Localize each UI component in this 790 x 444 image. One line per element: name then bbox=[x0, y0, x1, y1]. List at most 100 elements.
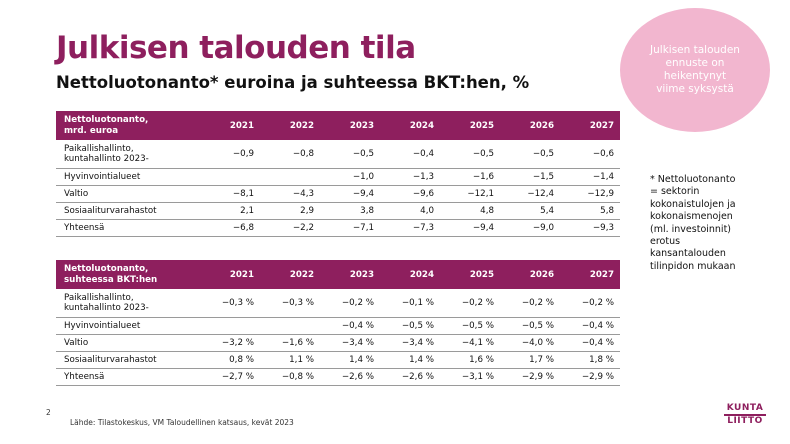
table-cell: −0,5 bbox=[440, 140, 500, 169]
row-label: Sosiaaliturvarahastot bbox=[56, 202, 200, 220]
table-cell: −9,4 bbox=[320, 185, 380, 203]
table-cell: −0,1 % bbox=[380, 289, 440, 318]
row-label-line: kuntahallinto 2023- bbox=[64, 154, 149, 164]
table-header-row: Nettoluotonanto, suhteessa BKT:hen 2021 202… bbox=[56, 260, 620, 289]
bubble-line: viime syksystä bbox=[656, 83, 734, 95]
table-header-label: Nettoluotonanto, suhteessa BKT:hen bbox=[56, 260, 200, 289]
table-cell: −9,0 bbox=[500, 219, 560, 237]
row-label-line: Yhteensä bbox=[64, 222, 105, 233]
table-cell: −4,1 % bbox=[440, 334, 500, 352]
table-cell: −1,0 bbox=[320, 168, 380, 186]
table-cell: −0,2 % bbox=[560, 289, 620, 318]
table-row: Valtio −8,1 −4,3 −9,4 −9,6 −12,1 −12,4 −12,9 bbox=[56, 185, 620, 203]
year-header: 2026 bbox=[500, 260, 560, 289]
footnote-line: = sektorin bbox=[650, 186, 700, 198]
table-cell: −0,4 % bbox=[560, 334, 620, 352]
table-cell: −0,2 % bbox=[440, 289, 500, 318]
table-cell: −4,3 bbox=[260, 185, 320, 203]
table-cell: −0,5 bbox=[320, 140, 380, 169]
header-label-line: mrd. euroa bbox=[64, 125, 119, 136]
year-header: 2025 bbox=[440, 260, 500, 289]
row-label-line: Hyvinvointialueet bbox=[64, 171, 141, 182]
row-label: Hyvinvointialueet bbox=[56, 168, 200, 186]
page-number: 2 bbox=[46, 408, 51, 417]
table-cell: −0,6 bbox=[560, 140, 620, 169]
row-label-line: Sosiaaliturvarahastot bbox=[64, 354, 157, 365]
table-cell: 2,1 bbox=[200, 202, 260, 220]
table-cell: 1,4 % bbox=[320, 351, 380, 369]
row-label: Valtio bbox=[56, 185, 200, 203]
footnote-line: * Nettoluotonanto bbox=[650, 174, 736, 185]
table-cell: −1,5 bbox=[500, 168, 560, 186]
table-row: Hyvinvointialueet −0,4 % −0,5 % −0,5 % −0,5 … bbox=[56, 317, 620, 335]
table-row: Yhteensä −2,7 % −0,8 % −2,6 % −2,6 % −3,1 % −2… bbox=[56, 368, 620, 386]
table-cell: −0,2 % bbox=[500, 289, 560, 318]
table-cell: −3,1 % bbox=[440, 368, 500, 386]
table-cell: 1,6 % bbox=[440, 351, 500, 369]
table-cell: −0,2 % bbox=[320, 289, 380, 318]
table-cell: −7,3 bbox=[380, 219, 440, 237]
table-cell: −2,7 % bbox=[200, 368, 260, 386]
row-label: Hyvinvointialueet bbox=[56, 317, 200, 335]
table-cell: 4,0 bbox=[380, 202, 440, 220]
table-cell: −0,3 % bbox=[260, 289, 320, 318]
table-cell: −12,4 bbox=[500, 185, 560, 203]
year-header: 2023 bbox=[320, 111, 380, 140]
table-cell: −2,9 % bbox=[560, 368, 620, 386]
source-note: Lähde: Tilastokeskus, VM Taloudellinen k… bbox=[70, 418, 294, 427]
table-cell: −2,9 % bbox=[500, 368, 560, 386]
table-cell: −0,9 bbox=[200, 140, 260, 169]
table-cell: −0,5 % bbox=[440, 317, 500, 335]
row-label-line: Yhteensä bbox=[64, 371, 105, 382]
logo-divider bbox=[724, 414, 766, 416]
table-cell: −0,5 % bbox=[500, 317, 560, 335]
kuntaliitto-logo: KUNTA LIITTO bbox=[722, 404, 768, 426]
year-header: 2024 bbox=[380, 260, 440, 289]
table-cell: −8,1 bbox=[200, 185, 260, 203]
year-header: 2021 bbox=[200, 260, 260, 289]
table-cell: 5,8 bbox=[560, 202, 620, 220]
table-cell: 1,7 % bbox=[500, 351, 560, 369]
table-row: Sosiaaliturvarahastot 2,1 2,9 3,8 4,0 4,8 5,4 5… bbox=[56, 202, 620, 220]
table-cell: 4,8 bbox=[440, 202, 500, 220]
table-cell: −7,1 bbox=[320, 219, 380, 237]
table-cell: −9,6 bbox=[380, 185, 440, 203]
table-cell: −3,4 % bbox=[320, 334, 380, 352]
table-cell: −0,4 % bbox=[560, 317, 620, 335]
header-label-line: Nettoluotonanto, bbox=[64, 263, 149, 274]
bubble-line: Julkisen talouden bbox=[650, 44, 740, 56]
table-row: Yhteensä −6,8 −2,2 −7,1 −7,3 −9,4 −9,0 −9,3 bbox=[56, 219, 620, 237]
row-label: Yhteensä bbox=[56, 368, 200, 386]
year-header: 2021 bbox=[200, 111, 260, 140]
table-cell: 0,8 % bbox=[200, 351, 260, 369]
table-cell: −1,3 bbox=[380, 168, 440, 186]
table-cell bbox=[260, 317, 320, 335]
table-cell: −12,1 bbox=[440, 185, 500, 203]
highlight-bubble: Julkisen talouden ennuste on heikentynyt… bbox=[620, 8, 770, 132]
row-label-line: Valtio bbox=[64, 188, 89, 199]
header-label-line: Nettoluotonanto, bbox=[64, 114, 149, 125]
row-label: Paikallishallinto, kuntahallinto 2023- bbox=[56, 140, 200, 169]
definition-footnote: * Nettoluotonanto = sektorin kokonaistul… bbox=[650, 174, 770, 273]
table-cell: 3,8 bbox=[320, 202, 380, 220]
table-cell: −0,3 % bbox=[200, 289, 260, 318]
year-header: 2024 bbox=[380, 111, 440, 140]
table-cell bbox=[200, 317, 260, 335]
table-cell: −3,4 % bbox=[380, 334, 440, 352]
table-cell: −3,2 % bbox=[200, 334, 260, 352]
footnote-line: tilinpidon mukaan bbox=[650, 260, 736, 272]
row-label: Valtio bbox=[56, 334, 200, 352]
table-cell: −9,3 bbox=[560, 219, 620, 237]
year-header: 2022 bbox=[260, 111, 320, 140]
page-title: Julkisen talouden tila bbox=[56, 30, 416, 66]
row-label-line: Valtio bbox=[64, 337, 89, 348]
table-cell: −12,9 bbox=[560, 185, 620, 203]
year-header: 2023 bbox=[320, 260, 380, 289]
year-header: 2026 bbox=[500, 111, 560, 140]
table-header-row: Nettoluotonanto, mrd. euroa 2021 2022 2023 20… bbox=[56, 111, 620, 140]
table-cell: −0,5 bbox=[500, 140, 560, 169]
table-cell bbox=[260, 168, 320, 186]
row-label-line: Paikallishallinto, bbox=[64, 292, 134, 303]
row-label: Paikallishallinto, kuntahallinto 2023- bbox=[56, 289, 200, 318]
row-label: Yhteensä bbox=[56, 219, 200, 237]
